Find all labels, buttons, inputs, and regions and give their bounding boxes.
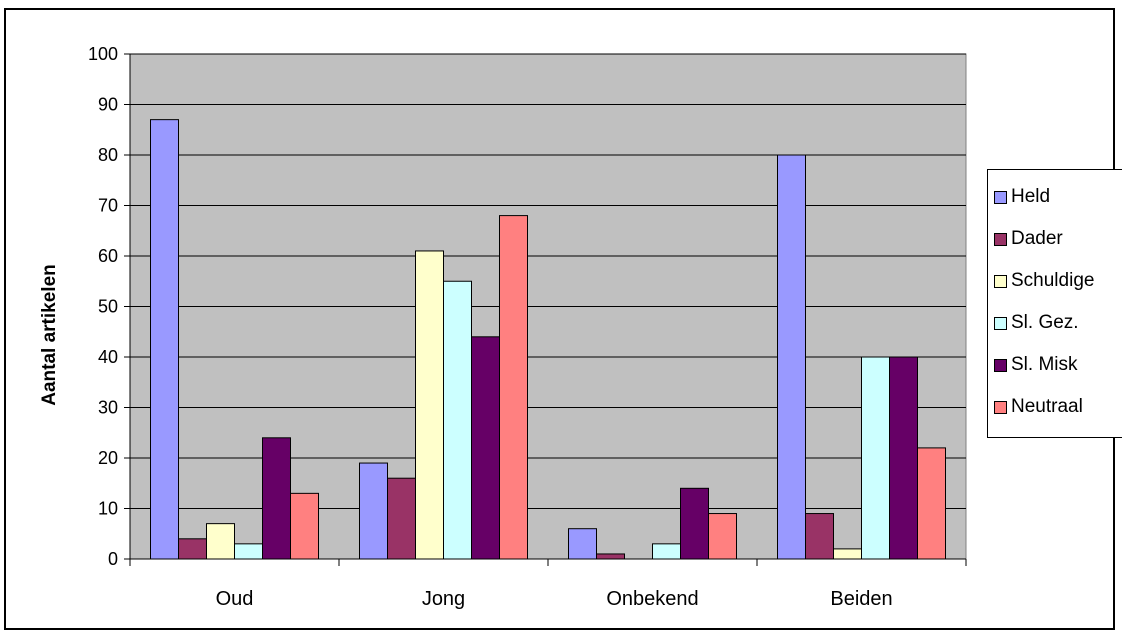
bar-held-jong: [359, 462, 388, 560]
legend-label: Held: [1011, 186, 1051, 207]
legend-label: Neutraal: [1011, 396, 1083, 417]
legend-item: Neutraal: [994, 392, 1083, 422]
y-tick-label: 50: [98, 297, 118, 317]
legend-item: Sl. Misk: [994, 350, 1078, 380]
y-tick-label: 60: [98, 246, 118, 266]
bar-sl-misk-beiden: [889, 356, 918, 560]
legend-item: Held: [994, 182, 1050, 212]
y-axis-title: Aantal artikelen: [39, 264, 60, 406]
bar-schuldige-jong: [415, 250, 444, 560]
bar-sl-gez-beiden: [861, 356, 890, 560]
y-tick-label: 90: [98, 95, 118, 115]
bar-sl-gez-jong: [443, 280, 472, 560]
bar-sl-misk-jong: [471, 336, 500, 560]
legend-item: Dader: [994, 224, 1063, 254]
bar-sl-gez-onbekend: [652, 543, 681, 560]
bar-held-oud: [150, 119, 179, 560]
x-category-label: Onbekend: [606, 588, 698, 610]
legend-swatch: [994, 400, 1007, 414]
y-tick-label: 30: [98, 398, 118, 418]
legend-label: Sl. Gez.: [1011, 312, 1079, 333]
y-tick-label: 70: [98, 196, 118, 216]
y-tick-label: 20: [98, 448, 118, 468]
bar-sl-misk-oud: [262, 437, 291, 560]
y-tick-label: 80: [98, 145, 118, 165]
bar-sl-misk-onbekend: [680, 487, 709, 560]
gridlines: [130, 53, 966, 509]
bar-neutraal-onbekend: [708, 513, 737, 560]
bar-neutraal-beiden: [917, 447, 946, 560]
bar-dader-jong: [387, 477, 416, 560]
y-tick-label: 10: [98, 499, 118, 519]
x-category-label: Jong: [422, 588, 465, 610]
legend: Held Dader Schuldige Sl. Gez. Sl. Misk Neutra…: [987, 169, 1122, 438]
bar-schuldige-oud: [206, 523, 235, 560]
axes: 0 10 20 30 40 50 60 70 80 90 100 Oud Jong Onbekend Bei…: [88, 44, 967, 610]
y-tick-label: 0: [108, 549, 118, 569]
legend-label: Schuldige: [1011, 270, 1095, 291]
bar-held-onbekend: [568, 528, 597, 560]
legend-swatch: [994, 316, 1007, 330]
y-tick-label: 40: [98, 347, 118, 367]
bar-schuldige-beiden: [833, 548, 862, 560]
legend-item: Sl. Gez.: [994, 308, 1079, 338]
legend-swatch: [994, 358, 1007, 372]
x-category-label: Oud: [216, 588, 254, 610]
legend-label: Dader: [1011, 228, 1063, 249]
bar-dader-beiden: [805, 513, 834, 560]
bar-neutraal-jong: [499, 215, 528, 560]
legend-swatch: [994, 232, 1007, 246]
bar-dader-oud: [178, 538, 207, 560]
bar-sl-gez-oud: [234, 543, 263, 560]
legend-item: Schuldige: [994, 266, 1094, 296]
legend-swatch: [994, 190, 1007, 204]
y-tick-label: 100: [88, 44, 118, 64]
legend-label: Sl. Misk: [1011, 354, 1078, 375]
x-category-label: Beiden: [830, 588, 892, 610]
legend-swatch: [994, 274, 1007, 288]
bar-neutraal-oud: [290, 492, 319, 560]
bar-dader-onbekend: [596, 553, 625, 560]
bar-held-beiden: [777, 154, 806, 560]
